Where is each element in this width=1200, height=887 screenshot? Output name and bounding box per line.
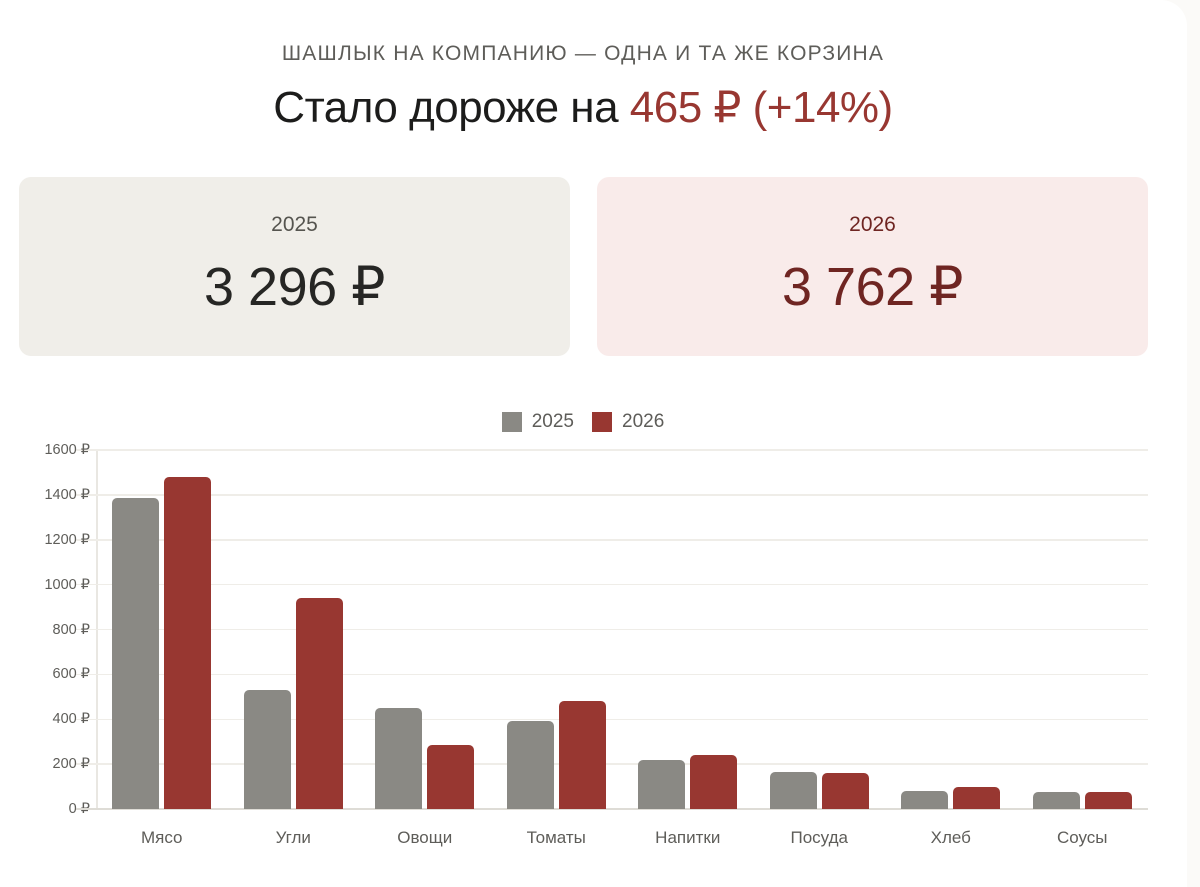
bar-2025[interactable] — [901, 791, 949, 809]
bar-2026[interactable] — [1084, 792, 1132, 809]
gridline — [76, 718, 1148, 720]
gridline — [76, 449, 1148, 451]
y-tick-label: 200 ₽ — [52, 756, 90, 773]
legend-swatch-icon — [592, 412, 612, 432]
page-title: Стало дороже на 465 ₽ (+14%) — [0, 82, 1166, 133]
x-tick-label: Соусы — [1056, 828, 1108, 847]
gridline — [76, 494, 1148, 496]
bar-2026[interactable] — [690, 755, 738, 809]
bar-2025[interactable] — [112, 498, 160, 809]
legend-swatch-icon — [501, 412, 522, 432]
y-tick-label: 600 ₽ — [52, 666, 90, 683]
bar-2026[interactable] — [821, 773, 869, 809]
x-tick-label: Овощи — [397, 828, 453, 847]
x-tick-label: Угли — [275, 828, 311, 847]
chart-kicker: ШАШЛЫК НА КОМПАНИЮ — ОДНА И ТА ЖЕ КОРЗИН… — [281, 42, 885, 65]
stat-year: 2025 — [271, 213, 318, 236]
x-tick-label: Томаты — [526, 828, 586, 847]
y-tick-label: 400 ₽ — [52, 711, 90, 728]
stat-value: 3 762 ₽ — [782, 257, 964, 317]
bar-2026[interactable] — [295, 598, 343, 809]
bar-2025[interactable] — [506, 721, 554, 809]
gridline — [76, 673, 1148, 676]
bar-2025[interactable] — [243, 690, 291, 809]
y-tick-label: 800 ₽ — [52, 621, 90, 638]
headline-accent: 465 ₽ (+14%) — [629, 83, 893, 132]
bar-2025[interactable] — [1032, 792, 1080, 809]
bar-chart: 0 ₽200 ₽400 ₽600 ₽800 ₽1000 ₽1200 ₽1400 … — [0, 440, 1200, 870]
gridline — [76, 763, 1148, 765]
legend-label: 2026 — [622, 411, 665, 432]
y-tick-label: 1600 ₽ — [44, 442, 90, 458]
y-tick-label: 1000 ₽ — [44, 576, 90, 593]
bar-2026[interactable] — [164, 476, 212, 809]
bar-2026[interactable] — [953, 786, 1001, 809]
bar-2026[interactable] — [427, 745, 475, 809]
stat-value: 3 296 ₽ — [204, 257, 386, 317]
bar-2026[interactable] — [558, 701, 606, 809]
gridline — [76, 539, 1148, 541]
bar-2025[interactable] — [769, 771, 817, 809]
legend-label: 2025 — [531, 411, 574, 432]
y-tick-label: 1200 ₽ — [44, 531, 90, 548]
gridline — [76, 583, 1148, 586]
x-tick-label: Мясо — [140, 828, 183, 847]
x-axis-line — [76, 808, 1148, 810]
headline-prefix: Стало дороже на — [273, 83, 630, 132]
bar-2025[interactable] — [375, 708, 423, 809]
legend-item-2025[interactable]: 2025 — [501, 411, 574, 433]
stat-year: 2026 — [849, 213, 896, 236]
legend-item-2026[interactable]: 2026 — [592, 411, 664, 433]
chart-legend: 2025 2026 — [0, 411, 1166, 433]
x-tick-label: Напитки — [655, 828, 721, 847]
x-tick-label: Хлеб — [930, 828, 971, 847]
x-tick-label: Посуда — [790, 828, 848, 847]
stat-card-2026: 2026 3 762 ₽ — [597, 177, 1148, 356]
bar-2025[interactable] — [638, 759, 686, 809]
gridline — [76, 628, 1148, 631]
stat-card-2025: 2025 3 296 ₽ — [19, 177, 570, 356]
y-tick-label: 1400 ₽ — [44, 486, 90, 503]
